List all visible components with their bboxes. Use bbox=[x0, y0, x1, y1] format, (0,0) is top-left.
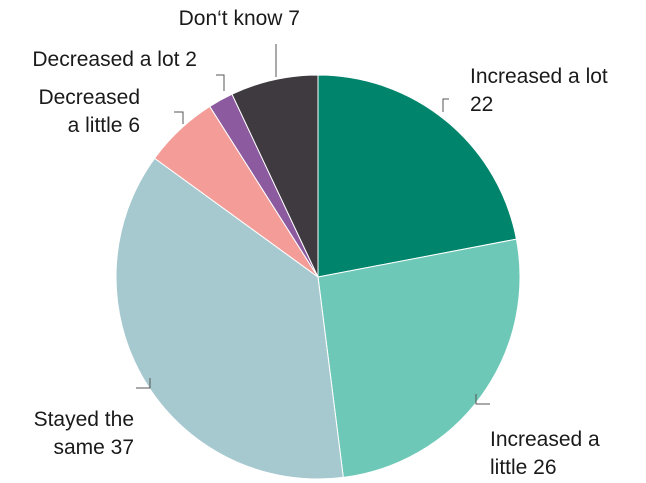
pie-slice-5 bbox=[231, 74, 319, 278]
slice-label-line: Decreased a lot 2 bbox=[32, 48, 197, 71]
slice-label-line: Don‘t know 7 bbox=[179, 7, 300, 30]
leader-line-3 bbox=[174, 111, 184, 124]
slice-label-line: Increased a bbox=[490, 428, 600, 451]
slice-labels: Increased a lot 22 Increased a little 26 Sta… bbox=[32, 7, 608, 479]
leader-lines bbox=[136, 44, 490, 405]
slice-label-line: Decreased bbox=[38, 86, 140, 109]
pie-slice-0 bbox=[317, 74, 518, 278]
slice-label-4: Decreased a lot 2 bbox=[32, 48, 197, 71]
slice-label-line: a little 6 bbox=[68, 114, 140, 137]
slice-label-5: Don‘t know 7 bbox=[179, 7, 300, 30]
pie-slices bbox=[115, 74, 521, 480]
slice-label-line: little 26 bbox=[490, 456, 557, 479]
slice-label-line: 22 bbox=[470, 93, 493, 116]
leader-line-0 bbox=[442, 98, 449, 112]
slice-label-line: Stayed the bbox=[34, 408, 134, 431]
leader-line-4 bbox=[216, 74, 225, 91]
leader-line-1 bbox=[475, 394, 490, 405]
slice-label-line: same 37 bbox=[53, 436, 134, 459]
leader-line-2 bbox=[136, 378, 151, 389]
pie-slice-2 bbox=[115, 157, 344, 480]
slice-label-1: Increased a little 26 bbox=[490, 428, 600, 479]
pie-slice-1 bbox=[317, 238, 521, 478]
slice-label-line: Increased a lot bbox=[470, 65, 608, 88]
slice-label-3: Decreased a little 6 bbox=[38, 86, 140, 137]
slice-label-2: Stayed the same 37 bbox=[34, 408, 134, 459]
slice-label-0: Increased a lot 22 bbox=[470, 65, 608, 116]
